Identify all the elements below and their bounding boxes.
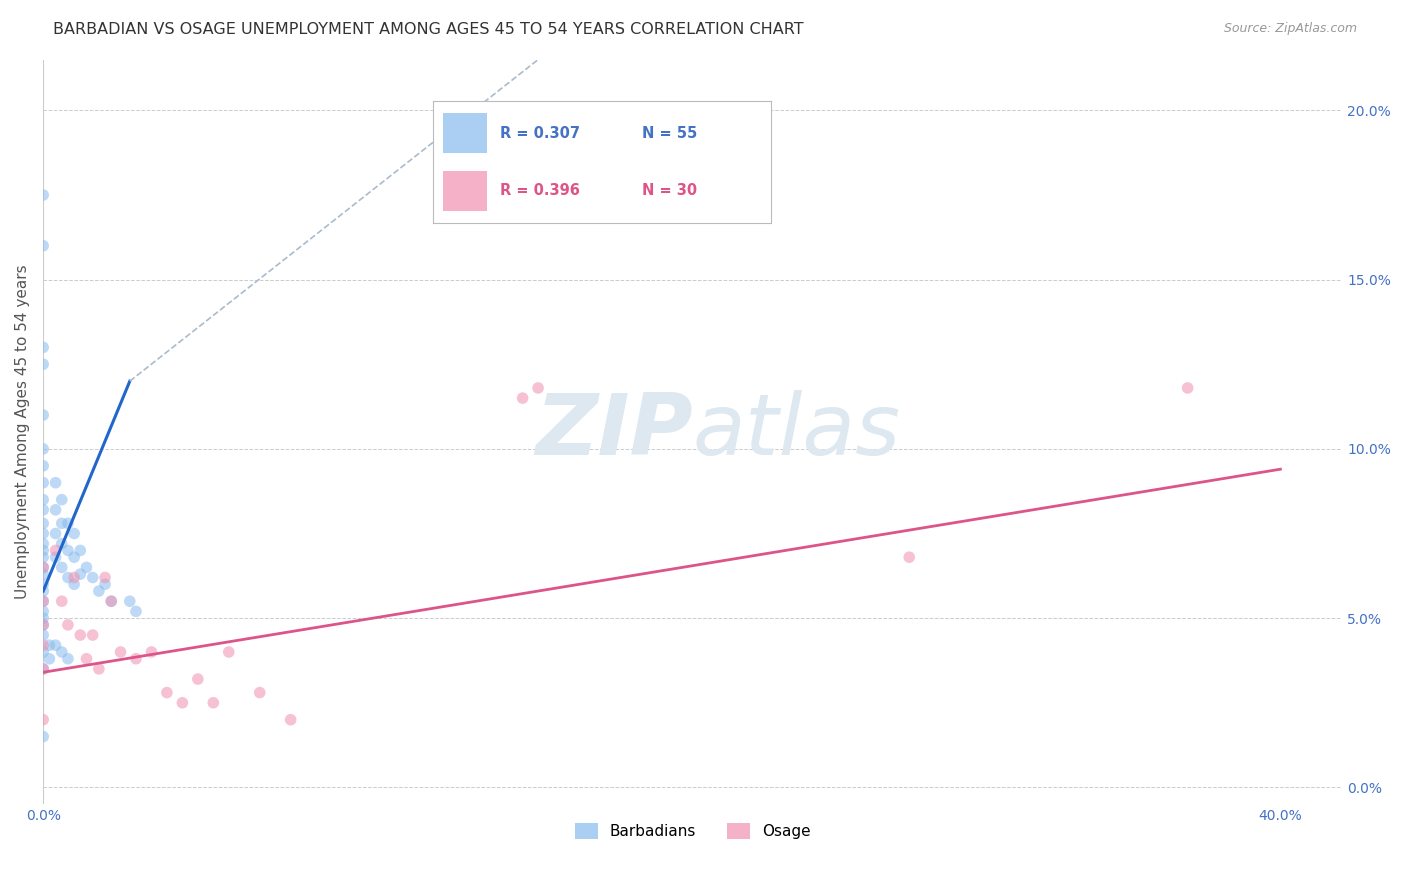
- Point: [63, 550, 86, 565]
- Point: [898, 550, 921, 565]
- Point: [32, 408, 55, 422]
- Point: [202, 696, 225, 710]
- Point: [32, 567, 55, 582]
- Point: [45, 526, 67, 541]
- Point: [51, 594, 73, 608]
- Point: [32, 560, 55, 574]
- Legend: Barbadians, Osage: Barbadians, Osage: [568, 817, 817, 845]
- Text: BARBADIAN VS OSAGE UNEMPLOYMENT AMONG AGES 45 TO 54 YEARS CORRELATION CHART: BARBADIAN VS OSAGE UNEMPLOYMENT AMONG AG…: [53, 22, 804, 37]
- Point: [87, 662, 110, 676]
- Point: [249, 685, 271, 699]
- Point: [51, 516, 73, 531]
- Point: [56, 652, 79, 666]
- Text: atlas: atlas: [693, 391, 901, 474]
- Point: [118, 594, 141, 608]
- Point: [32, 239, 55, 253]
- Point: [63, 570, 86, 584]
- Point: [38, 652, 60, 666]
- Point: [56, 543, 79, 558]
- Point: [187, 672, 209, 686]
- Point: [32, 594, 55, 608]
- Point: [32, 526, 55, 541]
- Point: [100, 594, 122, 608]
- Point: [32, 628, 55, 642]
- Text: ZIP: ZIP: [536, 391, 693, 474]
- Point: [56, 618, 79, 632]
- Point: [32, 604, 55, 618]
- Point: [56, 570, 79, 584]
- Point: [32, 458, 55, 473]
- Point: [69, 543, 91, 558]
- Text: Source: ZipAtlas.com: Source: ZipAtlas.com: [1223, 22, 1357, 36]
- Point: [141, 645, 163, 659]
- Point: [32, 357, 55, 371]
- Point: [172, 696, 194, 710]
- Point: [32, 492, 55, 507]
- Point: [512, 391, 534, 405]
- Point: [125, 604, 148, 618]
- Point: [1177, 381, 1199, 395]
- Point: [32, 618, 55, 632]
- Point: [110, 645, 132, 659]
- Point: [87, 584, 110, 599]
- Point: [63, 577, 86, 591]
- Point: [32, 730, 55, 744]
- Point: [527, 381, 550, 395]
- Point: [51, 645, 73, 659]
- Point: [32, 638, 55, 652]
- Point: [32, 536, 55, 550]
- Point: [45, 543, 67, 558]
- Point: [45, 550, 67, 565]
- Point: [218, 645, 240, 659]
- Point: [32, 475, 55, 490]
- Point: [32, 516, 55, 531]
- Point: [94, 577, 117, 591]
- Point: [56, 516, 79, 531]
- Point: [69, 628, 91, 642]
- Point: [51, 536, 73, 550]
- Point: [45, 638, 67, 652]
- Point: [32, 503, 55, 517]
- Point: [82, 628, 104, 642]
- Point: [51, 492, 73, 507]
- Point: [45, 475, 67, 490]
- Point: [63, 526, 86, 541]
- Point: [32, 611, 55, 625]
- Point: [100, 594, 122, 608]
- Point: [32, 594, 55, 608]
- Point: [76, 652, 98, 666]
- Point: [32, 713, 55, 727]
- Y-axis label: Unemployment Among Ages 45 to 54 years: Unemployment Among Ages 45 to 54 years: [15, 265, 30, 599]
- Point: [82, 570, 104, 584]
- Point: [32, 645, 55, 659]
- Point: [32, 618, 55, 632]
- Point: [32, 577, 55, 591]
- Point: [32, 442, 55, 456]
- Point: [32, 560, 55, 574]
- Point: [156, 685, 179, 699]
- Point: [125, 652, 148, 666]
- Point: [32, 550, 55, 565]
- Point: [69, 567, 91, 582]
- Point: [32, 662, 55, 676]
- Point: [32, 543, 55, 558]
- Point: [45, 503, 67, 517]
- Point: [32, 662, 55, 676]
- Point: [51, 560, 73, 574]
- Point: [94, 570, 117, 584]
- Point: [32, 188, 55, 202]
- Point: [38, 638, 60, 652]
- Point: [32, 340, 55, 354]
- Point: [76, 560, 98, 574]
- Point: [280, 713, 302, 727]
- Point: [32, 584, 55, 599]
